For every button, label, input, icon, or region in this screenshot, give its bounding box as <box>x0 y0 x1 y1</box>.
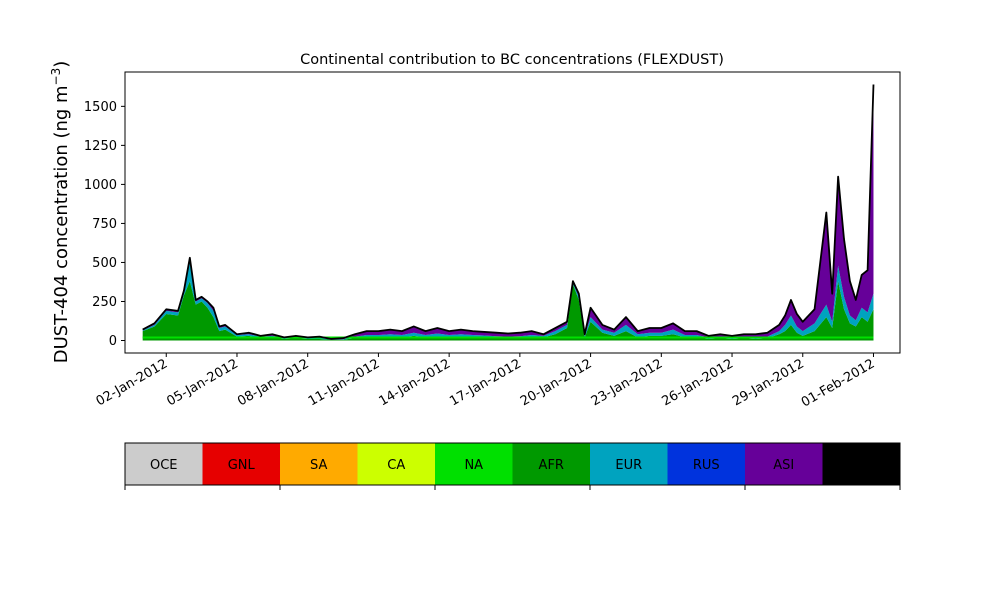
area-asi <box>142 84 874 340</box>
legend-label-sa: SA <box>310 458 327 473</box>
y-tick-label: 0 <box>109 334 117 349</box>
legend-swatch-eur <box>590 443 668 485</box>
area-eur <box>142 262 874 340</box>
total-line <box>142 84 875 340</box>
y-axis-label: DUST-404 concentration (ng m−3) <box>49 61 72 364</box>
legend-label-eur: EUR <box>615 458 642 473</box>
legend-frame <box>124 442 901 486</box>
x-tick-label: 20-Jan-2012 <box>518 356 595 409</box>
x-tick-label: 29-Jan-2012 <box>730 356 807 409</box>
legend-swatch-ca <box>357 443 436 485</box>
legend-swatch-aus <box>822 443 901 485</box>
legend-swatch-sa <box>280 443 358 485</box>
legend-label-asi: ASI <box>773 458 794 473</box>
x-tick-label: 08-Jan-2012 <box>235 356 312 409</box>
legend-swatch-afr <box>512 443 591 485</box>
legend-label-gnl: GNL <box>228 458 256 473</box>
legend-swatch-gnl <box>202 443 281 485</box>
x-tick-label: 02-Jan-2012 <box>94 356 171 409</box>
area-afr <box>142 281 874 341</box>
y-axis: 0 250 500 750 1000 1250 1500 <box>84 100 125 349</box>
x-tick-label: 14-Jan-2012 <box>377 356 454 409</box>
y-tick-label: 1250 <box>84 139 117 154</box>
y-axis-label-superscript: −3 <box>49 68 63 86</box>
x-tick-label: 01-Feb-2012 <box>799 356 878 410</box>
stacked-areas <box>142 84 875 341</box>
x-tick-label: 11-Jan-2012 <box>306 356 383 409</box>
y-axis-label-close: ) <box>51 61 72 68</box>
y-tick-label: 1500 <box>84 100 117 115</box>
x-tick-label: 23-Jan-2012 <box>589 356 666 409</box>
legend-swatch-rus <box>667 443 746 485</box>
x-axis: 02-Jan-201205-Jan-201208-Jan-201211-Jan-… <box>94 353 878 410</box>
y-tick-label: 500 <box>92 256 117 271</box>
legend-colorbar: OCE GNL SA CA NA AFR EUR RUS ASI AUS <box>124 442 901 490</box>
legend-label-rus: RUS <box>693 458 720 473</box>
legend-swatch-asi <box>745 443 823 485</box>
chart-title: Continental contribution to BC concentra… <box>300 52 724 68</box>
y-tick-label: 750 <box>92 217 117 232</box>
legend-label-oce: OCE <box>150 458 178 473</box>
plot-area <box>124 71 901 354</box>
legend-label-aus: AUS <box>848 458 875 473</box>
legend-label-na: NA <box>464 458 483 473</box>
legend-label-ca: CA <box>387 458 405 473</box>
y-tick-label: 1000 <box>84 178 117 193</box>
x-tick-label: 17-Jan-2012 <box>447 356 524 409</box>
legend-label-afr: AFR <box>539 458 564 473</box>
legend-swatch-na <box>435 443 513 485</box>
y-tick-label: 250 <box>92 295 117 310</box>
legend-swatch-oce <box>125 443 203 485</box>
x-tick-label: 26-Jan-2012 <box>659 356 736 409</box>
plot-frame <box>124 71 901 354</box>
x-tick-label: 05-Jan-2012 <box>164 356 241 409</box>
y-axis-label-main: DUST-404 concentration (ng m <box>51 85 72 363</box>
